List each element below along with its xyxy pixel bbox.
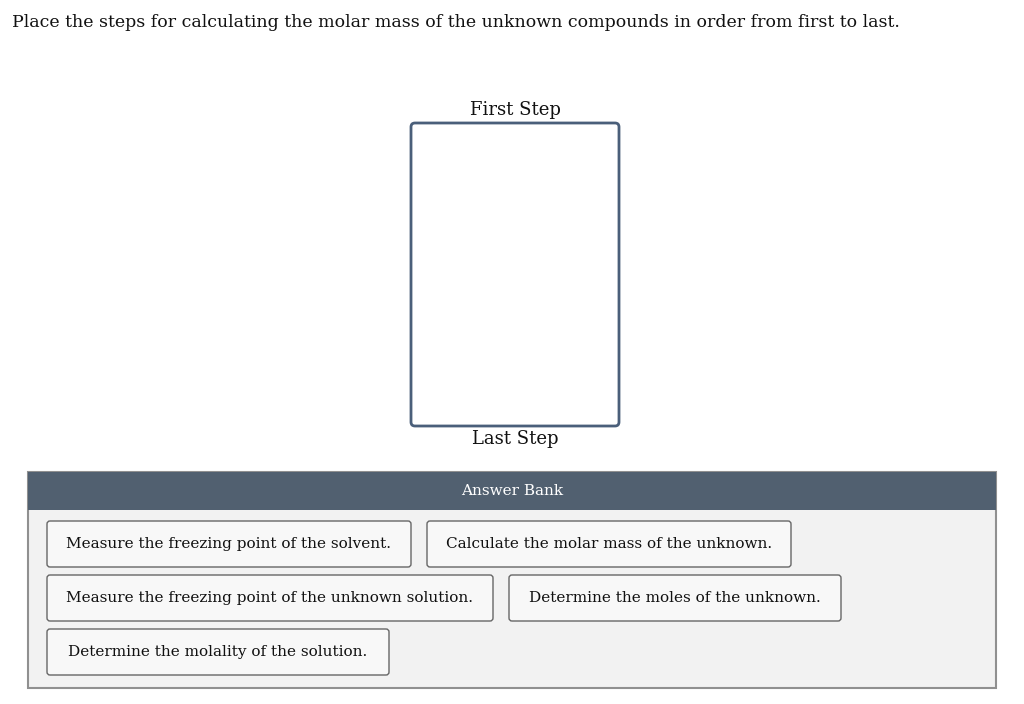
FancyBboxPatch shape	[411, 123, 618, 426]
Text: Determine the moles of the unknown.: Determine the moles of the unknown.	[529, 591, 821, 605]
Text: Place the steps for calculating the molar mass of the unknown compounds in order: Place the steps for calculating the mola…	[12, 14, 900, 31]
Text: Calculate the molar mass of the unknown.: Calculate the molar mass of the unknown.	[445, 537, 772, 551]
FancyBboxPatch shape	[509, 575, 841, 621]
FancyBboxPatch shape	[28, 472, 996, 688]
FancyBboxPatch shape	[47, 575, 493, 621]
FancyBboxPatch shape	[28, 472, 996, 510]
FancyBboxPatch shape	[427, 521, 791, 567]
Text: Last Step: Last Step	[472, 430, 558, 448]
Text: Answer Bank: Answer Bank	[461, 484, 563, 498]
FancyBboxPatch shape	[47, 629, 389, 675]
Text: First Step: First Step	[470, 101, 560, 119]
FancyBboxPatch shape	[47, 521, 411, 567]
Text: Measure the freezing point of the solvent.: Measure the freezing point of the solven…	[67, 537, 391, 551]
Text: Measure the freezing point of the unknown solution.: Measure the freezing point of the unknow…	[67, 591, 473, 605]
Text: Determine the molality of the solution.: Determine the molality of the solution.	[69, 645, 368, 659]
